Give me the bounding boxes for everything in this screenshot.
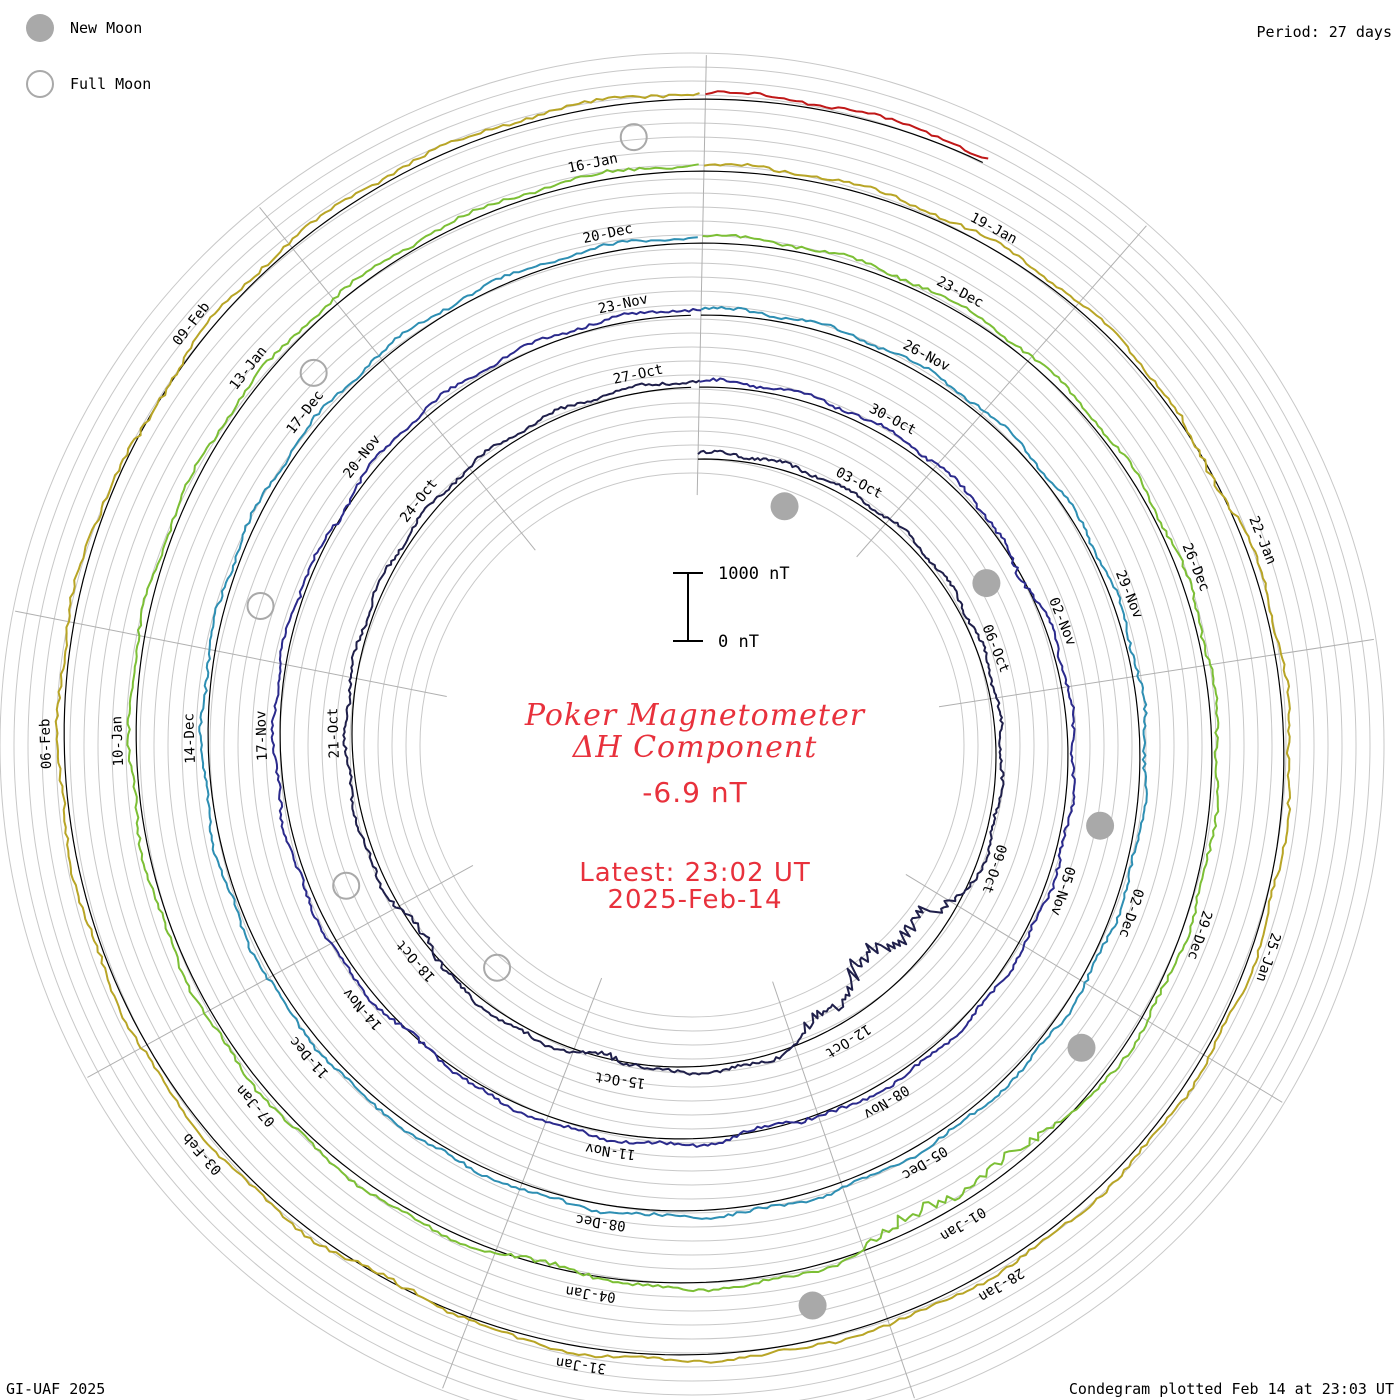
grid-ring: [349, 402, 1035, 1088]
moon-layer: [246, 123, 1115, 1320]
grid-ring: [27, 80, 1357, 1400]
grid-spoke: [856, 225, 1147, 558]
grid-ring: [321, 374, 1063, 1116]
grid-ring: [13, 66, 1371, 1400]
date-label: 18-Oct: [393, 936, 439, 984]
period-label: Period: 27 days: [1256, 23, 1392, 41]
grid-ring: [391, 444, 993, 1046]
grid-ring: [209, 262, 1175, 1228]
full-moon-marker: [619, 123, 648, 152]
full-moon-marker: [246, 591, 275, 620]
scale-bar-bottom-label: 0 nT: [718, 632, 759, 652]
plotted-timestamp: Condegram plotted Feb 14 at 23:03 UT: [1068, 1380, 1394, 1398]
full-moon-icon: [26, 70, 54, 98]
baseline-spiral: [135, 170, 1213, 1284]
trace-rotation-6: [705, 90, 989, 160]
new-moon-marker: [972, 569, 1001, 598]
date-label: 21-Oct: [325, 708, 343, 759]
grid-ring: [251, 304, 1133, 1186]
date-label: 26-Nov: [900, 337, 952, 375]
grid-spoke: [938, 638, 1374, 708]
full-moon-marker: [299, 358, 328, 387]
chart-title-line1: Poker Magnetometer: [524, 698, 866, 733]
date-label: 06-Oct: [978, 622, 1012, 675]
new-moon-icon: [26, 14, 54, 42]
date-label: 17-Nov: [253, 710, 271, 761]
grid-ring: [97, 150, 1287, 1340]
chart-title-line2: ΔH Component: [572, 730, 818, 765]
credit-label: GI-UAF 2025: [6, 1380, 106, 1398]
new-moon-marker: [798, 1291, 827, 1320]
grid-ring: [69, 122, 1315, 1368]
grid-ring: [377, 430, 1007, 1060]
grid-ring: [181, 234, 1203, 1256]
trace-rotation-2: [270, 308, 1076, 1148]
grid-ring: [405, 458, 979, 1032]
grid-spoke: [87, 865, 474, 1078]
legend-full-moon: Full Moon: [26, 70, 151, 98]
grid-spoke: [259, 207, 536, 551]
baseline-spiral: [207, 242, 1141, 1212]
date-label: 31-Jan: [555, 1354, 607, 1377]
scale-bar-top-label: 1000 nT: [718, 564, 790, 584]
scale-bar: 1000 nT 0 nT: [673, 564, 790, 652]
legend-new-moon: New Moon: [26, 14, 142, 42]
grid-ring: [223, 276, 1161, 1214]
trace-rotation-4: [126, 163, 1220, 1293]
baseline-spiral: [351, 386, 997, 1068]
date-label: 20-Dec: [581, 221, 634, 247]
trace-rotation-5: [54, 92, 1292, 1364]
grid-spoke: [696, 55, 707, 496]
date-label: 11-Nov: [584, 1140, 636, 1163]
new-moon-marker: [1086, 811, 1115, 840]
trace-rotation-3: [198, 236, 1148, 1220]
date-label: 30-Oct: [866, 401, 918, 439]
current-value: -6.9 nT: [642, 776, 748, 809]
grid-ring: [125, 178, 1259, 1312]
grid-layer: [0, 52, 1385, 1400]
date-label: 15-Oct: [594, 1068, 646, 1091]
grid-ring: [195, 248, 1189, 1242]
grid-ring: [83, 136, 1301, 1354]
grid-ring: [0, 52, 1385, 1400]
new-moon-marker: [770, 492, 799, 521]
latest-date: 2025-Feb-14: [607, 885, 783, 915]
grid-ring: [265, 318, 1119, 1172]
date-label: 04-Jan: [565, 1282, 617, 1305]
legend-full-moon-label: Full Moon: [70, 75, 152, 93]
trace-layer: [54, 90, 1292, 1364]
grid-ring: [335, 388, 1049, 1102]
trace-rotation-1: [342, 379, 1005, 1076]
grid-ring: [167, 220, 1217, 1270]
grid-ring: [237, 290, 1147, 1200]
grid-spoke: [772, 981, 915, 1399]
grid-spoke: [905, 874, 1283, 1103]
date-label: 08-Dec: [574, 1211, 626, 1234]
date-label: 06-Feb: [37, 718, 55, 769]
grid-ring: [293, 346, 1091, 1144]
baseline-spiral: [705, 98, 984, 164]
grid-ring: [55, 108, 1329, 1382]
date-label: 29-Nov: [1112, 568, 1146, 621]
new-moon-marker: [1067, 1033, 1096, 1062]
date-label: 19-Jan: [967, 210, 1019, 248]
baseline-spiral: [279, 314, 1069, 1140]
grid-ring: [307, 360, 1077, 1130]
legend-new-moon-label: New Moon: [70, 19, 143, 37]
full-moon-marker: [332, 871, 361, 900]
grid-ring: [419, 472, 965, 1018]
date-label: 05-Dec: [899, 1142, 950, 1182]
latest-time: Latest: 23:02 UT: [579, 858, 811, 888]
date-label: 14-Dec: [181, 713, 199, 764]
date-label: 16-Jan: [566, 150, 619, 176]
grid-ring: [139, 192, 1245, 1298]
full-moon-marker: [483, 953, 512, 982]
grid-spoke: [15, 610, 447, 697]
date-label: 10-Jan: [109, 716, 127, 767]
